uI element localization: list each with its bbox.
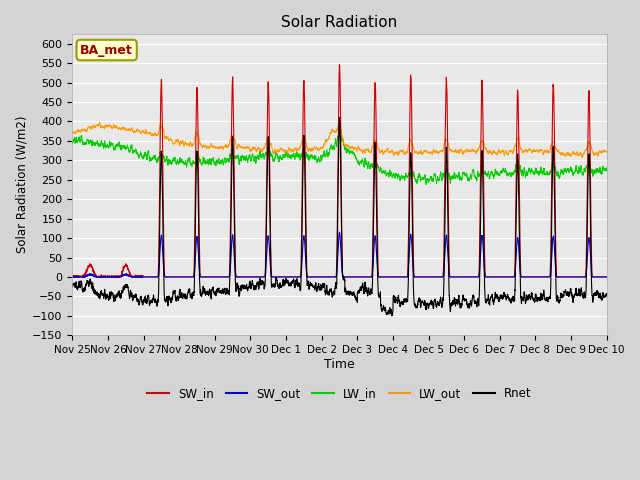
SW_in [460,274,467,280]
SW_out [68,274,76,280]
Line: LW_out: LW_out [72,122,607,157]
Legend: SW_in, SW_out, LW_in, LW_out, Rnet: SW_in, SW_out, LW_in, LW_out, Rnet [143,382,536,405]
SW_in [335,62,343,68]
Rnet [602,290,610,296]
SW_out [164,274,172,280]
LW_out [164,136,172,142]
SW_out [602,274,610,280]
SW_out [490,274,497,280]
Line: LW_in: LW_in [72,135,607,184]
LW_out [95,119,103,125]
LW_out [460,151,467,156]
Rnet [388,313,396,319]
SW_out [603,274,611,280]
LW_out [430,146,438,152]
LW_in [460,170,467,176]
Title: Solar Radiation: Solar Radiation [282,15,397,30]
LW_in [490,174,497,180]
SW_in [602,274,610,280]
Rnet [319,285,327,290]
SW_in [603,274,611,280]
LW_out [319,143,327,149]
SW_out [460,274,467,280]
LW_in [603,168,611,174]
SW_out [336,229,344,235]
LW_out [490,149,497,155]
LW_in [319,153,327,159]
LW_in [164,157,172,163]
Rnet [460,293,467,299]
SW_in [164,274,172,280]
Line: Rnet: Rnet [72,118,607,316]
SW_in [490,274,497,280]
LW_in [430,175,438,180]
LW_in [337,132,344,138]
Rnet [68,284,76,289]
LW_out [68,128,76,134]
Line: SW_out: SW_out [72,232,607,277]
Rnet [335,115,343,120]
SW_in [430,274,438,280]
LW_out [603,149,611,155]
Rnet [430,302,438,308]
LW_out [579,155,586,160]
Text: BA_met: BA_met [80,44,133,57]
SW_out [430,274,438,280]
Rnet [164,296,172,302]
SW_in [319,274,327,280]
X-axis label: Time: Time [324,358,355,371]
Line: SW_in: SW_in [72,65,607,277]
LW_out [602,149,610,155]
LW_in [68,139,76,144]
Rnet [490,300,497,306]
Rnet [603,292,611,298]
SW_out [319,274,327,280]
Y-axis label: Solar Radiation (W/m2): Solar Radiation (W/m2) [15,116,28,253]
SW_in [68,274,76,280]
LW_in [422,181,430,187]
LW_in [602,165,610,171]
